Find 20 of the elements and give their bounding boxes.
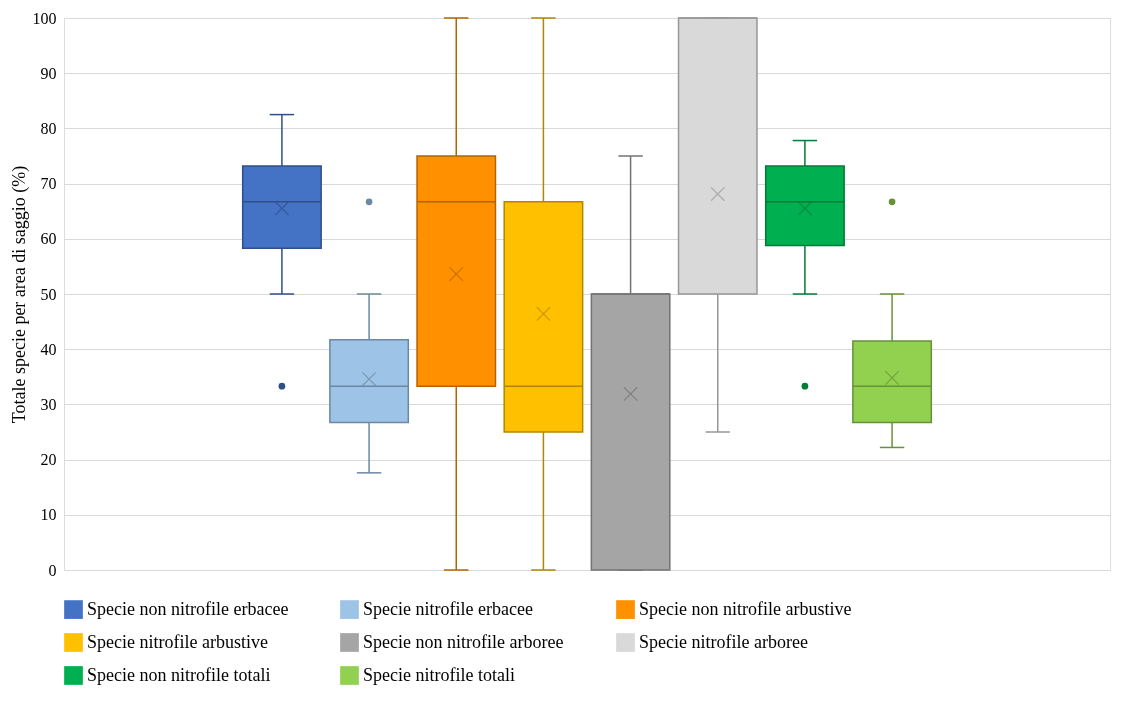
y-tick-label: 60 — [40, 230, 57, 248]
y-axis-title: Totale specie per area di saggio (%) — [8, 165, 30, 424]
legend-label: Specie nitrofile arboree — [639, 631, 808, 652]
y-tick-label: 100 — [32, 9, 57, 27]
legend-label: Specie non nitrofile erbacee — [87, 598, 289, 619]
y-tick-label: 70 — [40, 175, 57, 193]
legend-label: Specie nitrofile arbustive — [87, 631, 268, 652]
y-tick-label: 50 — [40, 285, 57, 303]
y-tick-label: 10 — [40, 506, 57, 524]
y-tick-label: 0 — [48, 561, 57, 579]
legend-label: Specie nitrofile erbacee — [363, 598, 533, 619]
y-tick-label: 80 — [40, 119, 57, 137]
y-tick-label: 30 — [40, 395, 57, 413]
legend-label: Specie non nitrofile totali — [87, 664, 271, 685]
legend-label: Specie nitrofile totali — [363, 664, 515, 685]
y-tick-label: 20 — [40, 451, 57, 469]
legend-label: Specie non nitrofile arboree — [363, 631, 564, 652]
y-tick-label: 40 — [40, 340, 57, 358]
y-tick-label: 90 — [40, 64, 57, 82]
legend-label: Specie non nitrofile arbustive — [639, 598, 852, 619]
